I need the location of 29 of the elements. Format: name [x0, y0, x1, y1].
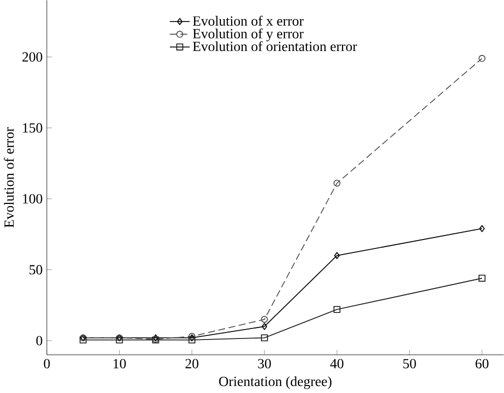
- legend-label: Evolution of y error: [192, 28, 304, 42]
- x-tick-label: 0: [44, 358, 50, 368]
- point: [260, 334, 268, 342]
- x-tick-label: 40: [330, 358, 344, 368]
- point: [333, 306, 340, 313]
- x-tick-label: 50: [403, 358, 416, 368]
- point: [80, 336, 87, 344]
- y-tick-label: 200: [22, 52, 42, 62]
- x-tick-label: 30: [258, 358, 271, 368]
- y-tick-label: 50: [30, 265, 42, 274]
- point: [479, 225, 485, 232]
- y-tick-label: 150: [23, 123, 42, 133]
- legend-label: Evolution of x error: [192, 16, 304, 26]
- y-axis-title: Evolution of error: [4, 127, 14, 228]
- point: [478, 54, 486, 62]
- point: [116, 336, 123, 344]
- x-tick-label: 10: [114, 358, 126, 368]
- point: [262, 323, 268, 330]
- y-tick-label: 100: [23, 194, 42, 204]
- x-tick-label: 20: [186, 358, 198, 368]
- x-axis-title: Orientation (degree): [219, 376, 332, 390]
- x-tick-label: 60: [476, 358, 488, 368]
- legend-label: Evolution of orientation error: [192, 41, 358, 52]
- y-tick-label: 0: [36, 336, 42, 346]
- point: [478, 274, 486, 282]
- point: [333, 180, 340, 187]
- point: [260, 316, 268, 323]
- point: [188, 336, 196, 344]
- point: [334, 252, 340, 260]
